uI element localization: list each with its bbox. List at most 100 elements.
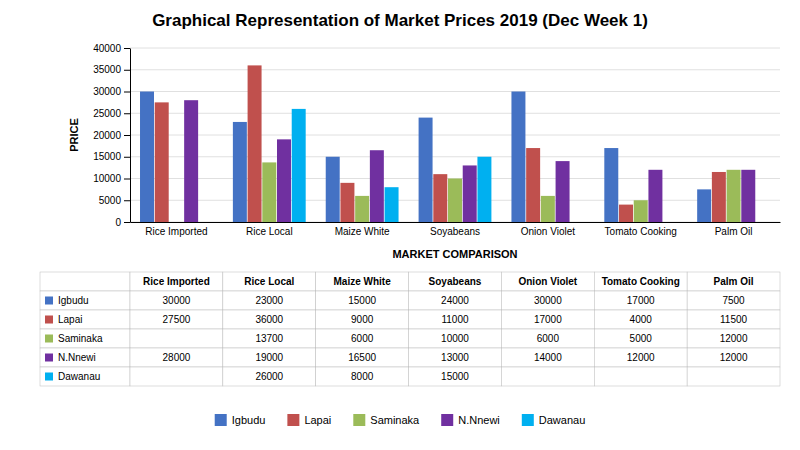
legend-swatch	[522, 414, 534, 426]
table-value: 36000	[255, 314, 283, 325]
bar	[556, 161, 570, 222]
bar	[155, 102, 169, 222]
table-cell	[316, 367, 409, 386]
table-row-label: N.Nnewi	[58, 352, 96, 363]
bar	[712, 172, 726, 222]
table-cell	[316, 348, 409, 367]
table-cell	[501, 348, 594, 367]
table-value: 16500	[348, 352, 376, 363]
table-header: Tomato Cooking	[602, 276, 680, 287]
tick-mark	[124, 200, 130, 201]
table-swatch	[45, 354, 53, 362]
tick-label: 30000	[93, 86, 121, 97]
bar	[419, 118, 433, 222]
tick-mark	[124, 92, 130, 93]
x-axis: Rice Imported Rice Local Maize White Soyabe…	[131, 223, 781, 238]
table-value: 15000	[441, 371, 469, 382]
tick: 40000	[93, 43, 130, 54]
bar	[184, 100, 198, 222]
tick: 15000	[93, 151, 130, 162]
bar-series	[262, 162, 740, 222]
tick-label: 20000	[93, 130, 121, 141]
grid	[130, 48, 780, 222]
table-cell	[40, 329, 130, 348]
bar	[326, 157, 340, 222]
table-header: Maize White	[334, 276, 392, 287]
table-header: Soyabeans	[429, 276, 482, 287]
bar	[756, 222, 770, 223]
table-swatch	[45, 316, 53, 324]
table-cell	[316, 310, 409, 329]
legend-label: Lapai	[304, 414, 331, 426]
table-value: 9000	[351, 314, 374, 325]
table-value: 11500	[720, 314, 748, 325]
table-value: 19000	[255, 352, 283, 363]
table-cell	[223, 329, 316, 348]
bar	[292, 109, 306, 222]
table-cell	[594, 310, 687, 329]
table-cell	[40, 367, 130, 386]
legend-item: Saminaka	[353, 414, 420, 426]
table-value: 5000	[630, 333, 653, 344]
table-header: Rice Local	[244, 276, 294, 287]
axis-title: MARKET COMPARISON	[392, 248, 517, 260]
bar	[233, 122, 247, 222]
table-value: 24000	[441, 295, 469, 306]
table-value: 27500	[163, 314, 191, 325]
table-cell	[687, 310, 780, 329]
bar-series	[292, 109, 492, 222]
table-value: 30000	[534, 295, 562, 306]
table-value: 14000	[534, 352, 562, 363]
table-cell	[501, 291, 594, 310]
table-cell	[130, 348, 223, 367]
chart: Graphical Representation of Market Price…	[0, 0, 800, 450]
table-swatch	[45, 373, 53, 381]
tick-mark	[124, 135, 130, 136]
bar	[741, 170, 755, 222]
tick-label: Rice Imported	[145, 226, 207, 237]
table-row-label: Igbudu	[58, 295, 89, 306]
table-cell	[130, 291, 223, 310]
table-header: Palm Oil	[714, 276, 754, 287]
legend-item: Lapai	[287, 414, 331, 426]
table-header: Rice Imported	[143, 276, 210, 287]
tick-mark	[124, 48, 130, 49]
table-cell	[223, 272, 316, 291]
table-swatch	[45, 297, 53, 305]
legend-item: Igbudu	[215, 414, 266, 426]
table-cell	[316, 291, 409, 310]
table-row-label: Saminaka	[58, 333, 103, 344]
grid-line	[130, 156, 780, 157]
table-value: 26000	[255, 371, 283, 382]
tick: Soyabeans	[430, 226, 480, 237]
bar	[370, 150, 384, 222]
bar	[199, 222, 213, 223]
grid-line	[130, 113, 780, 114]
tick-label: Maize White	[335, 226, 390, 237]
tick-label: 5000	[99, 195, 122, 206]
tick-label: Tomato Cooking	[605, 226, 677, 237]
tick: Onion Violet	[521, 226, 576, 237]
legend-label: Saminaka	[370, 414, 420, 426]
tick-label: Palm Oil	[715, 226, 753, 237]
tick-mark	[124, 70, 130, 71]
table-value: 11000	[441, 314, 469, 325]
table-cell	[223, 291, 316, 310]
bar	[619, 205, 633, 222]
tick: 25000	[93, 108, 130, 119]
table-cell	[594, 291, 687, 310]
table-cell	[501, 329, 594, 348]
table-value: 10000	[441, 333, 469, 344]
tick-label: Onion Violet	[521, 226, 576, 237]
tick-label: 0	[115, 217, 121, 228]
y-axis: 0500010000150002000025000300003500040000	[93, 43, 130, 228]
table-cell	[501, 272, 594, 291]
bar	[385, 187, 399, 222]
tick: Rice Local	[246, 226, 293, 237]
bar	[697, 189, 711, 222]
table-value: 17000	[534, 314, 562, 325]
legend-item: Dawanau	[522, 414, 585, 426]
table-cell	[130, 367, 223, 386]
grid-line	[130, 69, 780, 70]
table-value: 13000	[441, 352, 469, 363]
